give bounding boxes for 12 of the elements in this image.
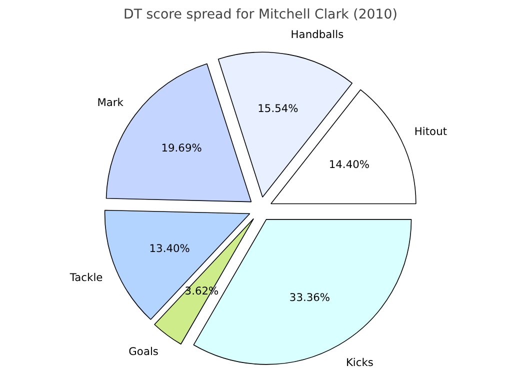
slice-label: Kicks	[346, 356, 374, 370]
slice-label: Mark	[97, 96, 124, 110]
slice-label: Tackle	[68, 271, 103, 284]
chart-title: DT score spread for Mitchell Clark (2010)	[124, 8, 398, 22]
data-label: 15.54%	[258, 102, 298, 115]
slice-label: Hitout	[414, 124, 447, 138]
data-label: 33.36%	[289, 291, 330, 304]
data-label: 19.69%	[161, 141, 202, 154]
data-label: 14.40%	[328, 158, 370, 171]
data-label: 13.40%	[149, 242, 190, 256]
slice-label: Goals	[128, 344, 159, 358]
slice-label: Handballs	[290, 28, 344, 41]
